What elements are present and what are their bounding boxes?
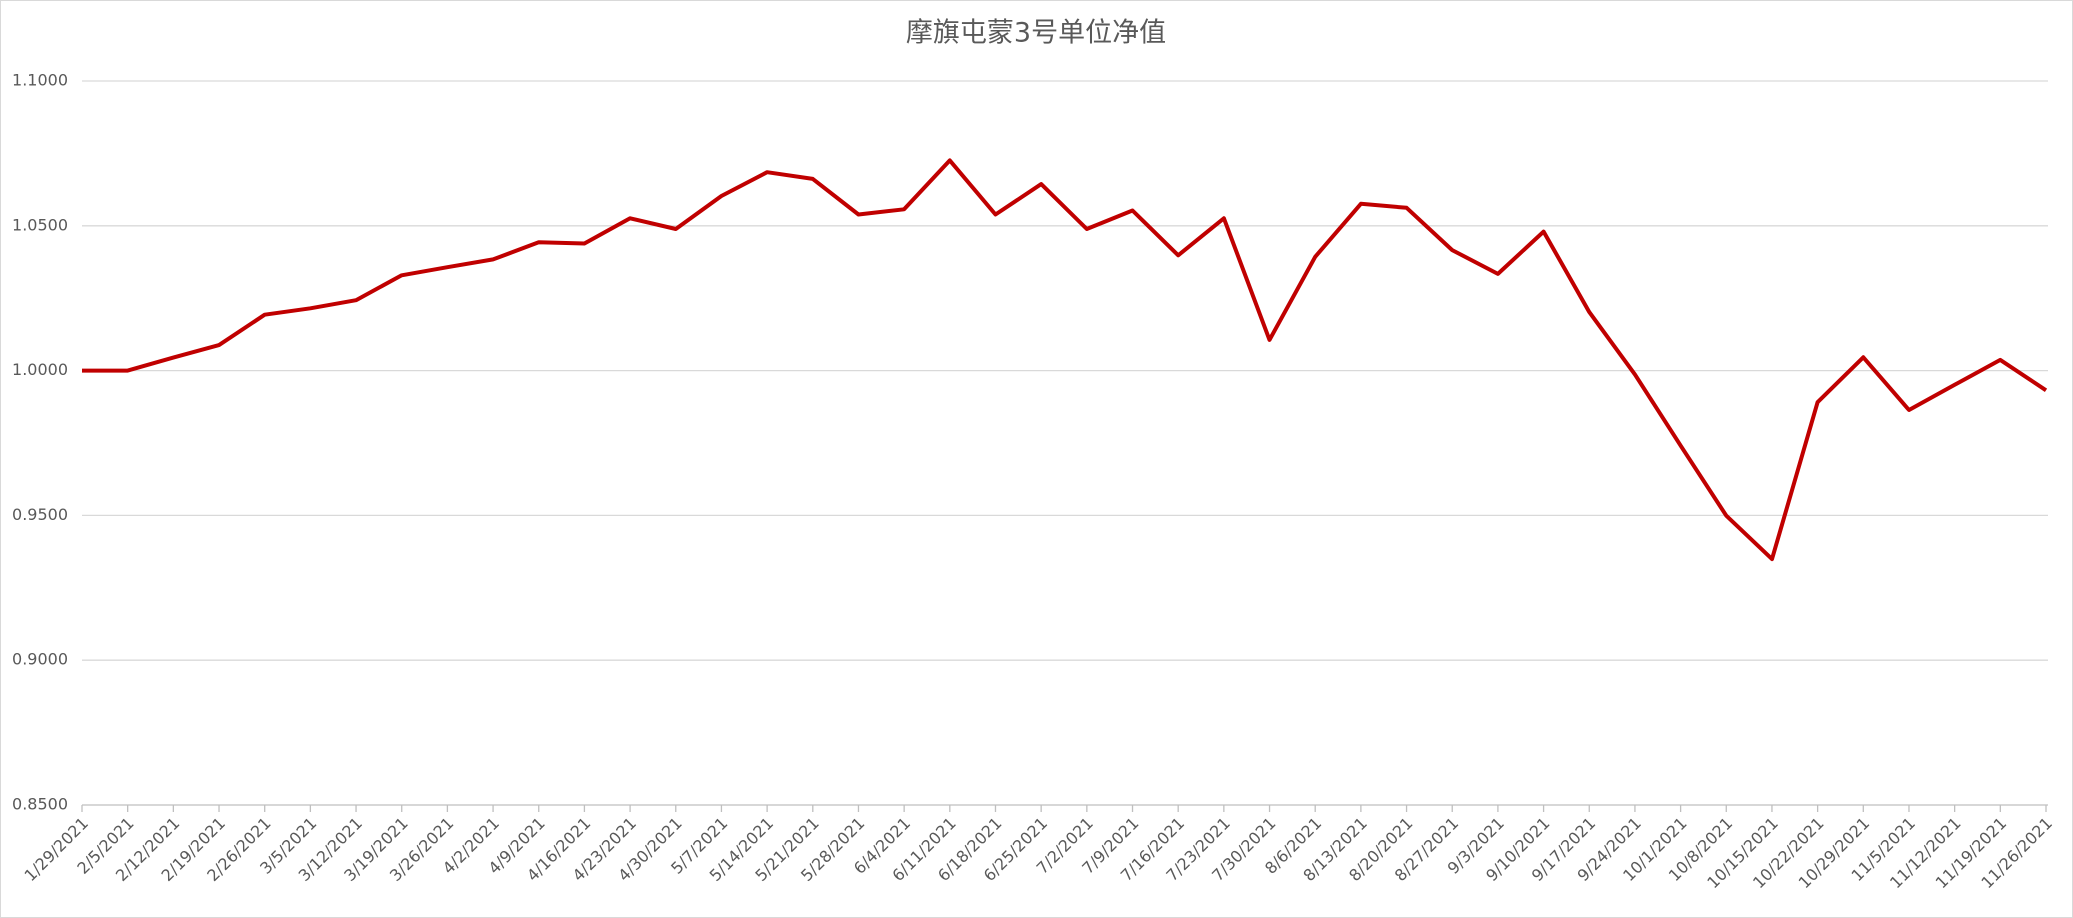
y-tick-label: 0.8500 [12,795,68,814]
y-tick-label: 1.1000 [12,71,68,90]
y-tick-label: 0.9000 [12,650,68,669]
y-tick-label: 0.9500 [12,505,68,524]
data-line [82,158,2048,562]
y-tick-label: 1.0500 [12,215,68,234]
y-tick-label: 1.0000 [12,360,68,379]
chart-title: 摩旗屯蒙3号单位净值 [906,18,1166,49]
